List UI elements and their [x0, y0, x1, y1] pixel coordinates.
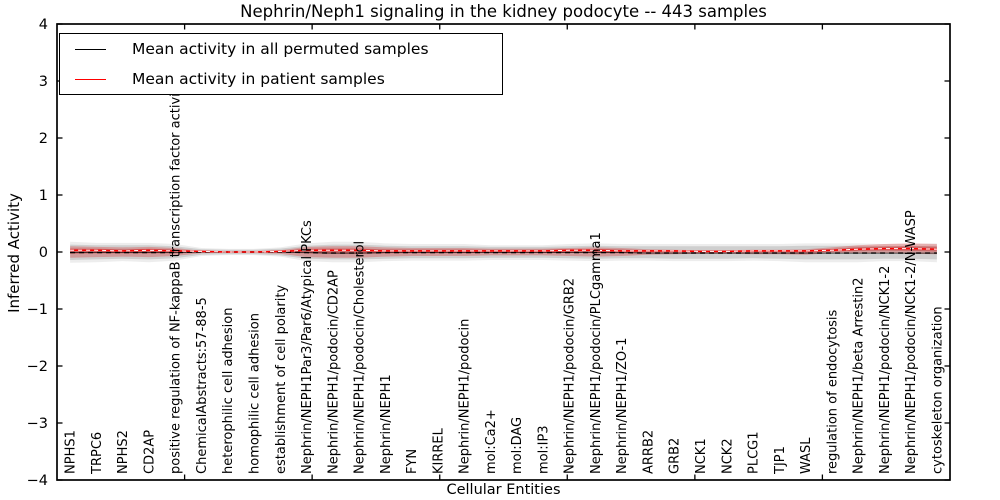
y-tick-label: 4 [39, 17, 48, 33]
x-category-label: cytoskeleton organization [930, 306, 945, 474]
y-tick-label: 3 [39, 74, 48, 90]
x-category-label: mol:IP3 [536, 425, 551, 474]
legend-label-patient: Mean activity in patient samples [132, 70, 385, 88]
x-category-label: NPHS2 [116, 430, 131, 474]
y-tick-label: −1 [27, 302, 48, 318]
x-axis-label: Cellular Entities [446, 482, 561, 498]
x-category-label: Nephrin/NEPH1/podocin/NCK1-2 [878, 266, 893, 474]
x-category-label: TJP1 [773, 446, 788, 475]
x-category-label: FYN [405, 449, 420, 474]
x-category-label: homophilic cell adhesion [248, 313, 263, 474]
x-category-label: mol:Ca2+ [484, 409, 499, 474]
x-category-label: mol:DAG [510, 417, 525, 474]
chart-title: Nephrin/Neph1 signaling in the kidney po… [240, 2, 767, 21]
permuted-line-swatch [75, 48, 106, 50]
patient-mean-line-dash [70, 248, 937, 253]
x-category-label: establishment of cell polarity [274, 285, 289, 474]
x-category-label: NCK2 [720, 438, 735, 474]
x-category-label: NPHS1 [64, 430, 79, 474]
x-category-label: Nephrin/NEPH1 [379, 374, 394, 474]
x-category-label: Nephrin/NEPH1/beta Arrestin2 [852, 278, 867, 475]
y-tick-label: 2 [39, 131, 48, 147]
legend-item-permuted: Mean activity in all permuted samples [60, 35, 502, 64]
x-category-label: WASL [799, 437, 814, 474]
x-category-label: CD2AP [142, 430, 157, 474]
legend-item-patient: Mean activity in patient samples [60, 65, 502, 94]
x-category-label: regulation of endocytosis [825, 309, 840, 474]
x-category-label: Nephrin/NEPH1/podocin/CD2AP [326, 270, 341, 474]
x-category-label: Nephrin/NEPH1/ZO-1 [615, 338, 630, 474]
x-category-label: NCK1 [694, 438, 709, 474]
x-category-label: ARRB2 [642, 430, 657, 474]
y-axis-label: Inferred Activity [5, 193, 23, 313]
x-category-label: Nephrin/NEPH1/podocin/GRB2 [563, 278, 578, 474]
x-category-label: TRPC6 [90, 432, 105, 475]
x-category-label: Nephrin/NEPH1/podocin/NCK1-2/N-WASP [904, 210, 919, 474]
x-category-label: ChemicalAbstracts:57-88-5 [195, 297, 210, 474]
x-category-label: positive regulation of NF-kappaB transcr… [169, 80, 184, 474]
x-category-label: Nephrin/NEPH1/podocin [458, 319, 473, 474]
x-category-label: Nephrin/NEPH1/podocin/Cholesterol [353, 241, 368, 474]
x-category-label: Nephrin/NEPH1/podocin/PLCgamma1 [589, 232, 604, 474]
legend-label-permuted: Mean activity in all permuted samples [132, 40, 429, 58]
patient-line-swatch [75, 78, 106, 80]
x-category-label: PLCG1 [747, 431, 762, 474]
x-category-label: GRB2 [668, 438, 683, 474]
x-category-label: Nephrin/NEPH1Par3/Par6/Atypical PKCs [300, 220, 315, 474]
y-tick-label: 0 [39, 245, 48, 261]
x-category-label: KIRREL [431, 427, 446, 474]
y-tick-label: −3 [27, 416, 48, 432]
x-category-label: heterophilic cell adhesion [221, 308, 236, 475]
y-tick-label: −4 [27, 473, 48, 489]
y-tick-label: 1 [39, 188, 48, 204]
y-tick-label: −2 [27, 359, 48, 375]
legend: Mean activity in all permuted samples Me… [59, 33, 503, 95]
